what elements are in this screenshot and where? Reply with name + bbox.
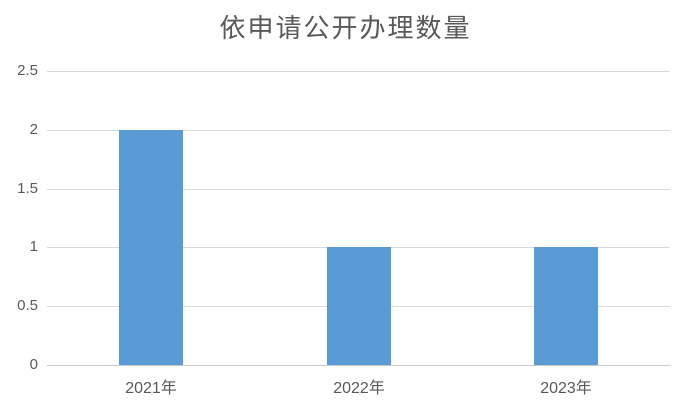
gridline bbox=[47, 189, 670, 190]
bar-2023年 bbox=[534, 247, 598, 365]
x-tick-label: 2022年 bbox=[333, 380, 385, 397]
y-tick-label: 0 bbox=[29, 356, 38, 373]
y-tick-label: 1 bbox=[29, 238, 38, 255]
gridline bbox=[47, 130, 670, 131]
bar-2022年 bbox=[327, 247, 391, 365]
x-tick-label: 2023年 bbox=[540, 380, 592, 397]
bar-2021年 bbox=[119, 130, 183, 365]
y-tick-label: 1.5 bbox=[17, 180, 38, 197]
y-tick-label: 0.5 bbox=[17, 297, 38, 314]
chart-title: 依申请公开办理数量 bbox=[219, 14, 472, 43]
gridline bbox=[47, 71, 670, 72]
y-tick-label: 2.5 bbox=[17, 62, 38, 79]
y-tick-label: 2 bbox=[29, 121, 38, 138]
plot-area bbox=[47, 71, 670, 366]
x-tick-label: 2021年 bbox=[125, 380, 177, 397]
